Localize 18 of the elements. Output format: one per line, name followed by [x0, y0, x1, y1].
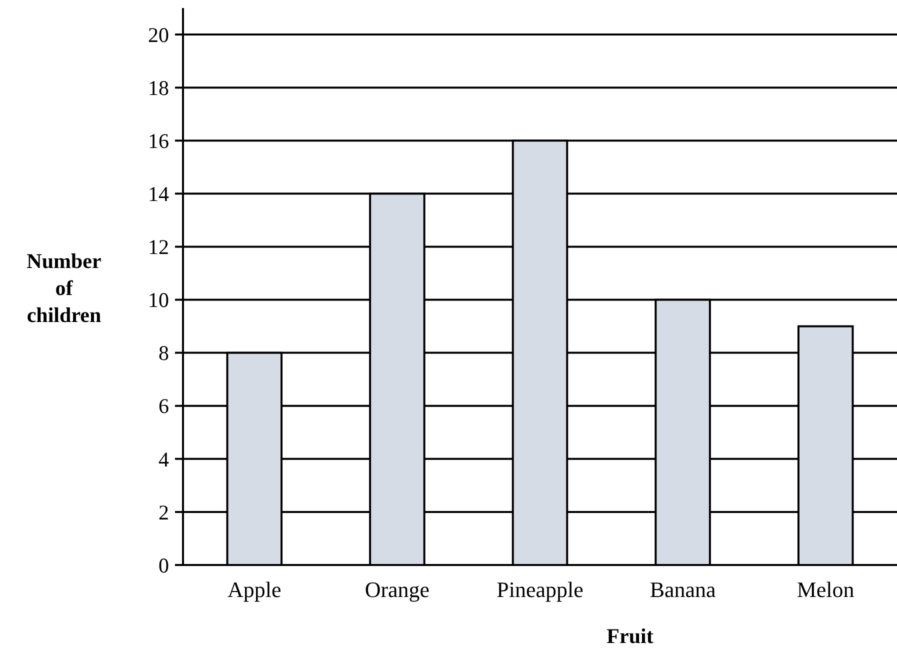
x-tick-label: Apple	[228, 577, 282, 602]
y-tick-label: 0	[158, 553, 169, 578]
y-tick-label: 6	[158, 394, 169, 418]
x-tick-label: Banana	[650, 577, 716, 602]
x-tick-label: Melon	[796, 577, 854, 602]
x-tick-label: Pineapple	[496, 577, 584, 602]
y-tick-label: 14	[148, 182, 170, 206]
y-tick-label: 12	[148, 235, 169, 260]
y-tick-label: 10	[148, 288, 169, 312]
y-tick-label: 18	[148, 76, 169, 100]
y-tick-label: 8	[158, 341, 169, 366]
y-tick-label: 4	[158, 447, 170, 472]
y-tick-label: 2	[158, 500, 169, 524]
y-axis-title: Number of children	[26, 248, 102, 327]
y-tick-label: 16	[148, 128, 169, 153]
x-axis-title: Fruit	[606, 624, 654, 648]
x-tick-label: Orange	[364, 577, 430, 602]
y-tick-label: 20	[148, 22, 169, 47]
